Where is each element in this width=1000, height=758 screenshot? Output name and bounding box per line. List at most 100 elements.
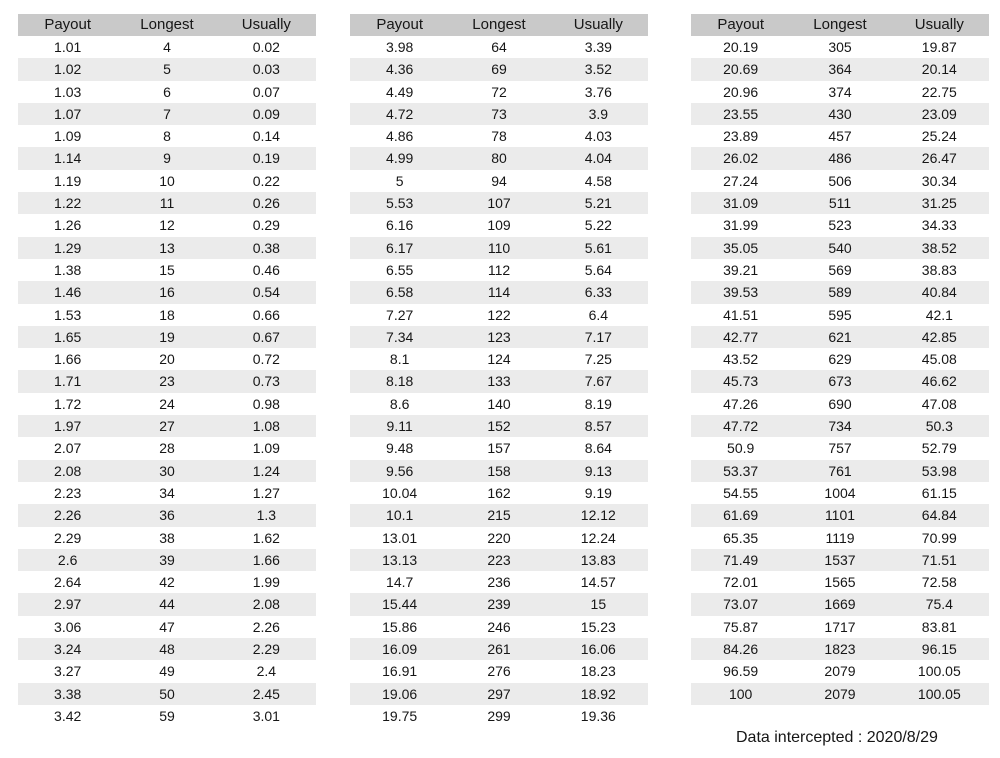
table-cell: 8.6 bbox=[389, 395, 410, 412]
table-cell: 61.69 bbox=[723, 507, 759, 524]
table-cell: 13.01 bbox=[382, 529, 418, 546]
table-cell: 42.77 bbox=[723, 328, 759, 345]
table-cell: 4.04 bbox=[584, 150, 612, 167]
table-cell: 7.34 bbox=[386, 328, 414, 345]
table-cell: 133 bbox=[487, 373, 511, 390]
table-cell: 8.57 bbox=[584, 418, 612, 435]
table-row: 1.71 23 0.73 bbox=[18, 370, 316, 393]
table-cell: 1.65 bbox=[54, 328, 82, 345]
table-cell: 3.38 bbox=[54, 685, 82, 702]
table-cell: 45.73 bbox=[723, 373, 759, 390]
table-cell: 20.69 bbox=[723, 61, 759, 78]
table-cell: 24 bbox=[159, 395, 175, 412]
table-cell: 2.23 bbox=[54, 484, 82, 501]
table-cell: 25.24 bbox=[921, 128, 957, 145]
table-cell: 54.55 bbox=[723, 484, 759, 501]
table-cell: 5.21 bbox=[584, 195, 612, 212]
table-cell: 96.15 bbox=[921, 641, 957, 658]
table-cell: 94 bbox=[491, 172, 507, 189]
table-cell: 13.13 bbox=[382, 551, 418, 568]
table-cell: 4.99 bbox=[386, 150, 414, 167]
table-row: 100 2079 100.05 bbox=[691, 682, 989, 705]
table-row: 7.34 123 7.17 bbox=[350, 325, 648, 349]
table-cell: 0.67 bbox=[252, 328, 280, 345]
table-cell: 0.19 bbox=[252, 150, 280, 167]
table-cell: 1.66 bbox=[252, 551, 280, 568]
table-cell: 511 bbox=[828, 195, 852, 212]
table-cell: 15.44 bbox=[382, 596, 418, 613]
table-cell: 80 bbox=[491, 150, 507, 167]
table-cell: 12.12 bbox=[580, 507, 616, 524]
table-cell: 486 bbox=[828, 150, 852, 167]
table-cell: 107 bbox=[487, 195, 511, 212]
table-row: 2.64 42 1.99 bbox=[18, 571, 316, 593]
table-row: 1.03 6 0.07 bbox=[18, 81, 316, 103]
payout-table-left: Payout Longest Usually 1.01 4 0.02 1.02 5 0.0… bbox=[18, 14, 316, 727]
data-intercepted-note: Data intercepted : 2020/8/29 bbox=[736, 729, 938, 746]
table-row: 2.6 39 1.66 bbox=[18, 548, 316, 572]
table-cell: 19.75 bbox=[382, 707, 418, 724]
table-cell: 7.25 bbox=[584, 351, 612, 368]
table-cell: 20.14 bbox=[921, 61, 957, 78]
table-row: 23.55 430 23.09 bbox=[691, 102, 989, 126]
table-cell: 71.51 bbox=[921, 551, 957, 568]
table-cell: 757 bbox=[828, 440, 852, 457]
table-cell: 1.14 bbox=[54, 150, 82, 167]
table-row: 84.26 1823 96.15 bbox=[691, 638, 989, 661]
table-cell: 276 bbox=[487, 663, 511, 680]
table-cell: 430 bbox=[828, 105, 852, 122]
table-cell: 42.85 bbox=[921, 328, 957, 345]
table-cell: 100 bbox=[728, 685, 753, 702]
table-cell: 9.56 bbox=[386, 462, 414, 479]
table-cell: 0.22 bbox=[252, 172, 280, 189]
table-cell: 1.46 bbox=[54, 284, 82, 301]
table-cell: 13 bbox=[159, 239, 175, 256]
table-cell: 15.23 bbox=[580, 618, 616, 635]
payout-table-right: Payout Longest Usually 20.19 305 19.87 20.6… bbox=[691, 14, 989, 727]
table-cell: 1.71 bbox=[54, 373, 82, 390]
table-cell: 1.07 bbox=[54, 105, 82, 122]
table-cell: 100.05 bbox=[917, 685, 961, 702]
table-cell: 2.97 bbox=[54, 596, 82, 613]
table-cell: 2.07 bbox=[54, 440, 82, 457]
table-cell: 9.13 bbox=[584, 462, 612, 479]
table-cell: 236 bbox=[487, 574, 511, 591]
table-cell: 239 bbox=[487, 596, 511, 613]
table-cell: 43.52 bbox=[723, 351, 759, 368]
table-row: 7.27 122 6.4 bbox=[350, 304, 648, 326]
table-cell: 261 bbox=[487, 641, 511, 658]
table-cell: 1537 bbox=[824, 551, 856, 568]
table-cell: 3.24 bbox=[54, 641, 82, 658]
table-cell: 72.58 bbox=[921, 574, 957, 591]
table-cell: 61.15 bbox=[921, 484, 957, 501]
table-cell: 30.34 bbox=[921, 172, 957, 189]
table-cell: 1.01 bbox=[54, 39, 82, 55]
table-cell: 65.35 bbox=[723, 529, 759, 546]
table-cell: 64.84 bbox=[921, 507, 957, 524]
table-cell: 1.09 bbox=[54, 128, 82, 145]
table-cell: 1119 bbox=[825, 529, 855, 546]
table-cell: 10 bbox=[159, 172, 175, 189]
table-cell: 30 bbox=[159, 462, 175, 479]
table-cell: 6.58 bbox=[386, 284, 414, 301]
table-cell: 18 bbox=[159, 306, 175, 323]
table-row: 6.17 110 5.61 bbox=[350, 236, 648, 259]
table-cell: 6.4 bbox=[588, 306, 609, 323]
table-row: 39.53 589 40.84 bbox=[691, 281, 989, 304]
table-cell: 53.98 bbox=[921, 462, 957, 479]
table-cell: 28 bbox=[159, 440, 175, 457]
table-row: 42.77 621 42.85 bbox=[691, 325, 989, 349]
table-row: 10.1 215 12.12 bbox=[350, 504, 648, 527]
table-cell: 7.27 bbox=[386, 306, 414, 323]
table-cell: 0.98 bbox=[252, 395, 280, 412]
table-cell: 124 bbox=[487, 351, 511, 368]
table-row: 1.26 12 0.29 bbox=[18, 214, 316, 236]
table-cell: 23.55 bbox=[723, 105, 759, 122]
table-cell: 9.19 bbox=[584, 484, 612, 501]
table-cell: 4.58 bbox=[584, 172, 612, 189]
table-cell: 0.54 bbox=[252, 284, 280, 301]
table-cell: 20 bbox=[159, 351, 175, 368]
table-row: 3.27 49 2.4 bbox=[18, 660, 316, 682]
table-cell: 305 bbox=[828, 39, 852, 55]
table-row: 1.38 15 0.46 bbox=[18, 259, 316, 281]
